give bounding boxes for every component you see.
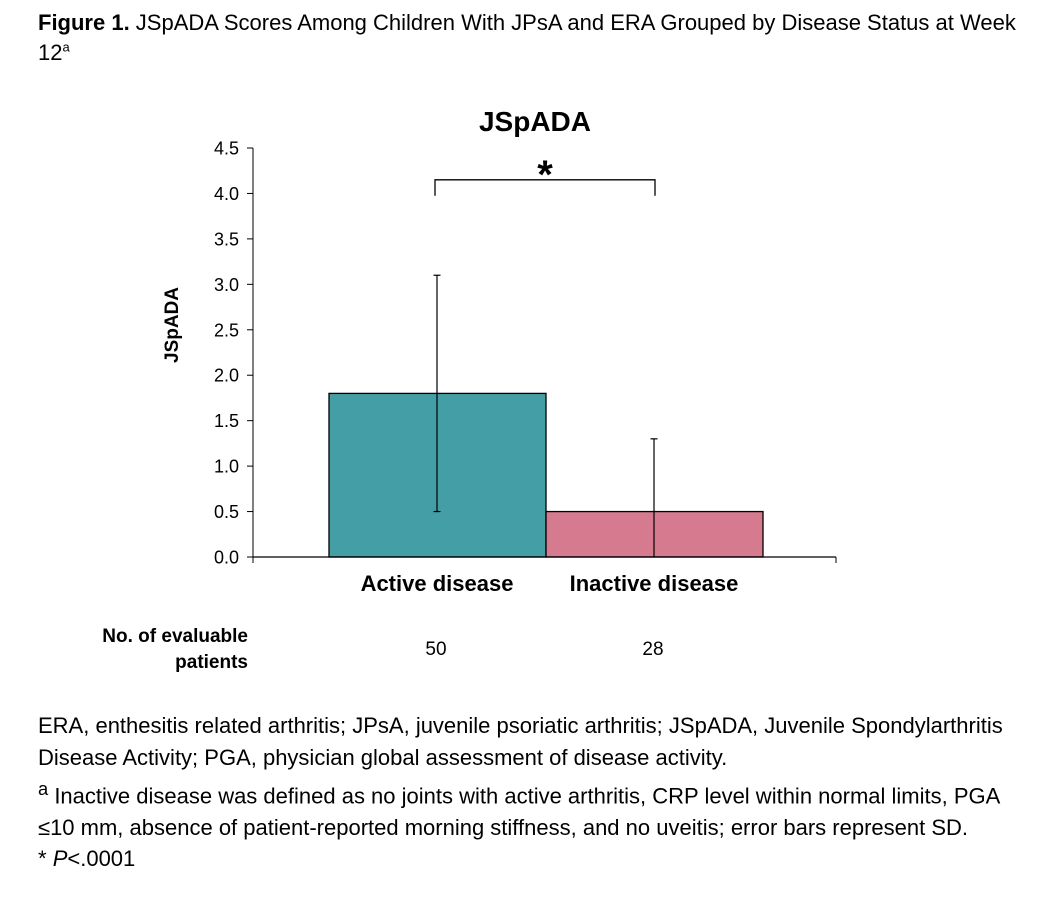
y-tick-label: 1.0 xyxy=(214,457,239,477)
significance-star: * xyxy=(537,153,553,197)
figure-title: JSpADA Scores Among Children With JPsA a… xyxy=(38,10,1016,65)
significance-bracket xyxy=(434,179,656,196)
n-label-line: No. of evaluable xyxy=(102,626,248,647)
figure-label: Figure 1. xyxy=(38,10,130,35)
x-category-label: Active disease xyxy=(361,571,514,596)
caption-footnote-marker: a xyxy=(62,39,70,55)
p-value-note: * P<.0001 xyxy=(38,843,1038,875)
p-value-p: P xyxy=(52,846,68,872)
footnote-marker: a xyxy=(38,778,49,799)
inactive-definition-text: Inactive disease was defined as no joint… xyxy=(38,783,1000,840)
y-tick-label: 3.0 xyxy=(214,275,239,295)
y-tick-label: 0.5 xyxy=(214,502,239,522)
y-axis-label: JSpADA xyxy=(162,287,183,363)
y-tick-label: 3.5 xyxy=(214,229,239,249)
y-tick-label: 4.0 xyxy=(214,184,239,204)
chart-title: JSpADA xyxy=(479,106,591,137)
bar-chart: JSpADA JSpADA 0.0 0.5 1.0 1.5 2.0 2.5 3.0 3.5 4.… xyxy=(102,106,837,673)
footnotes: ERA, enthesitis related arthritis; JPsA,… xyxy=(38,710,1038,875)
y-tick-label: 4.5 xyxy=(214,139,239,159)
n-label-line: patients xyxy=(175,652,248,673)
y-tick-label: 0.0 xyxy=(214,548,239,568)
x-category-label: Inactive disease xyxy=(570,571,739,596)
p-value-text: <.0001 xyxy=(67,846,136,872)
n-value: 28 xyxy=(642,639,663,660)
figure-caption: Figure 1. JSpADA Scores Among Children W… xyxy=(38,8,1038,68)
abbreviations-note: ERA, enthesitis related arthritis; JPsA,… xyxy=(38,713,1003,770)
y-tick-label: 1.5 xyxy=(214,411,239,431)
p-value-star: * xyxy=(38,846,53,872)
n-value: 50 xyxy=(425,639,446,660)
plot-area: 0.0 0.5 1.0 1.5 2.0 2.5 3.0 3.5 4.0 4.5 Active dis… xyxy=(102,139,837,673)
y-tick-label: 2.5 xyxy=(214,320,239,340)
y-tick-label: 2.0 xyxy=(214,366,239,386)
inactive-definition-note: a Inactive disease was defined as no joi… xyxy=(38,773,1038,843)
